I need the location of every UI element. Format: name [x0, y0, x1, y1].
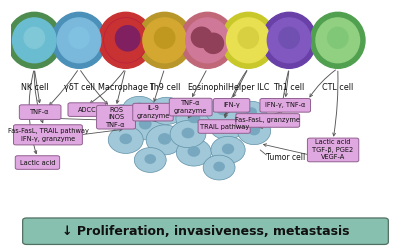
Ellipse shape — [145, 155, 155, 163]
FancyBboxPatch shape — [15, 156, 60, 169]
Ellipse shape — [188, 112, 200, 122]
Ellipse shape — [186, 18, 229, 63]
FancyBboxPatch shape — [236, 114, 300, 127]
Ellipse shape — [116, 26, 140, 51]
Text: CTL cell: CTL cell — [322, 83, 353, 92]
Ellipse shape — [191, 27, 212, 47]
Text: Helper ILC: Helper ILC — [228, 83, 269, 92]
Ellipse shape — [222, 144, 234, 153]
FancyBboxPatch shape — [169, 98, 212, 116]
Ellipse shape — [310, 12, 365, 68]
Text: ROS
INOS
TNF-α: ROS INOS TNF-α — [106, 107, 126, 128]
Ellipse shape — [249, 125, 260, 135]
Ellipse shape — [238, 117, 271, 145]
Ellipse shape — [180, 12, 235, 68]
Ellipse shape — [238, 27, 258, 48]
Ellipse shape — [246, 108, 256, 116]
Ellipse shape — [211, 136, 245, 164]
Ellipse shape — [221, 120, 232, 130]
Ellipse shape — [328, 27, 348, 48]
Ellipse shape — [159, 134, 170, 144]
Ellipse shape — [236, 101, 266, 124]
FancyBboxPatch shape — [260, 99, 310, 112]
FancyBboxPatch shape — [96, 105, 136, 129]
Ellipse shape — [203, 33, 224, 53]
Ellipse shape — [123, 96, 156, 120]
FancyBboxPatch shape — [198, 120, 250, 133]
FancyBboxPatch shape — [133, 103, 173, 121]
Ellipse shape — [138, 12, 192, 68]
Text: Lactic acid: Lactic acid — [20, 160, 55, 166]
Ellipse shape — [143, 18, 186, 63]
Ellipse shape — [176, 103, 212, 134]
FancyBboxPatch shape — [68, 103, 106, 116]
Ellipse shape — [217, 106, 229, 115]
Text: γδT cell: γδT cell — [64, 83, 94, 92]
Ellipse shape — [170, 120, 206, 148]
Ellipse shape — [12, 18, 56, 63]
Text: Lactic acid
TGF-β, PGE2
VEGF-A: Lactic acid TGF-β, PGE2 VEGF-A — [312, 139, 354, 161]
Ellipse shape — [117, 112, 127, 120]
Ellipse shape — [140, 119, 151, 129]
Ellipse shape — [134, 103, 145, 111]
Ellipse shape — [105, 19, 147, 62]
Ellipse shape — [214, 162, 224, 171]
Ellipse shape — [104, 18, 148, 63]
Ellipse shape — [226, 18, 270, 63]
FancyBboxPatch shape — [14, 125, 82, 145]
Ellipse shape — [106, 105, 138, 130]
Text: IL-9
granzyme: IL-9 granzyme — [136, 105, 170, 119]
Text: ↓ Proliferation, invasiveness, metastasis: ↓ Proliferation, invasiveness, metastasi… — [62, 225, 349, 238]
Text: Th1 cell: Th1 cell — [274, 83, 305, 92]
Ellipse shape — [221, 12, 276, 68]
FancyBboxPatch shape — [308, 138, 359, 162]
Ellipse shape — [7, 12, 62, 68]
FancyBboxPatch shape — [213, 99, 250, 112]
Text: Tumor cell: Tumor cell — [266, 153, 305, 162]
Text: ADCC: ADCC — [78, 107, 96, 113]
Text: Th9 cell: Th9 cell — [149, 83, 180, 92]
Ellipse shape — [52, 12, 106, 68]
Text: Fas-FasL, granzyme: Fas-FasL, granzyme — [235, 117, 300, 123]
Ellipse shape — [120, 134, 131, 143]
Text: IFN-γ: IFN-γ — [223, 102, 240, 108]
Ellipse shape — [134, 148, 166, 172]
Ellipse shape — [98, 12, 153, 68]
Ellipse shape — [206, 99, 240, 124]
FancyBboxPatch shape — [19, 105, 61, 119]
Ellipse shape — [57, 18, 101, 63]
Text: Macrophage I: Macrophage I — [98, 83, 153, 92]
Text: IFN-γ, TNF-α: IFN-γ, TNF-α — [265, 102, 306, 108]
Ellipse shape — [127, 110, 163, 140]
Ellipse shape — [146, 125, 183, 155]
Ellipse shape — [187, 19, 228, 61]
Ellipse shape — [69, 27, 89, 48]
Text: TRAIL pathway: TRAIL pathway — [200, 123, 249, 130]
Ellipse shape — [176, 139, 211, 166]
Ellipse shape — [154, 27, 175, 48]
Ellipse shape — [149, 97, 184, 124]
Ellipse shape — [24, 27, 44, 48]
Ellipse shape — [203, 155, 235, 180]
Ellipse shape — [316, 18, 360, 63]
Text: Fas-FasL, TRAIL pathway
IFN-γ, granzyme: Fas-FasL, TRAIL pathway IFN-γ, granzyme — [8, 128, 88, 142]
Ellipse shape — [267, 18, 311, 63]
Ellipse shape — [209, 112, 244, 140]
Ellipse shape — [108, 126, 143, 153]
Ellipse shape — [262, 12, 316, 68]
Ellipse shape — [279, 27, 299, 48]
Text: TNF-α
granzyme: TNF-α granzyme — [174, 100, 207, 114]
Text: Eosinophil: Eosinophil — [187, 83, 228, 92]
Ellipse shape — [161, 105, 172, 114]
Ellipse shape — [182, 129, 194, 138]
FancyBboxPatch shape — [23, 218, 388, 244]
Ellipse shape — [188, 147, 200, 156]
Text: TNF-α: TNF-α — [30, 109, 50, 115]
Text: NK cell: NK cell — [20, 83, 48, 92]
